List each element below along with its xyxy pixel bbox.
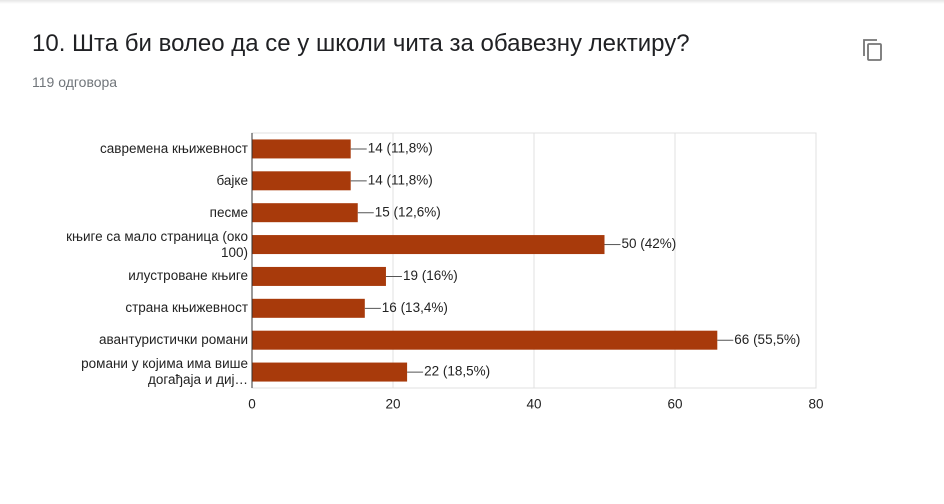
category-label: романи у којима има више догађаја и диј…: [81, 356, 248, 388]
value-label: 15 (12,6%): [375, 204, 441, 219]
x-tick-label: 80: [808, 397, 823, 412]
value-label: 19 (16%): [403, 268, 458, 283]
category-label: страна књижевност: [125, 300, 248, 316]
value-label: 14 (11,8%): [368, 172, 433, 187]
value-label: 50 (42%): [622, 236, 677, 251]
bar: [252, 235, 605, 255]
category-label: илустроване књиге: [128, 268, 248, 284]
bar: [252, 330, 718, 350]
value-label: 22 (18,5%): [424, 364, 490, 379]
copy-icon[interactable]: [863, 39, 882, 61]
value-label: 66 (55,5%): [734, 332, 800, 347]
x-tick-label: 20: [385, 397, 400, 412]
category-label: бајке: [216, 172, 249, 188]
bar: [252, 362, 408, 382]
category-label: савремена књижевност: [100, 140, 248, 156]
x-tick-label: 0: [248, 397, 256, 412]
bar: [252, 298, 365, 318]
category-label: књиге са мало страница (око 100): [66, 228, 248, 260]
x-tick-label: 60: [667, 397, 682, 412]
bar: [252, 171, 351, 191]
response-count: 119 одговора: [32, 74, 118, 90]
top-shadow: [0, 0, 944, 4]
value-label: 16 (13,4%): [382, 300, 448, 315]
category-label: авантуристички романи: [99, 332, 248, 348]
category-label: песме: [209, 204, 248, 220]
question-title: 10. Шта би волео да се у школи чита за о…: [32, 30, 690, 57]
bar: [252, 139, 351, 159]
value-label: 14 (11,8%): [368, 141, 433, 156]
bar: [252, 266, 386, 286]
bar: [252, 203, 358, 223]
x-tick-label: 40: [526, 397, 541, 412]
